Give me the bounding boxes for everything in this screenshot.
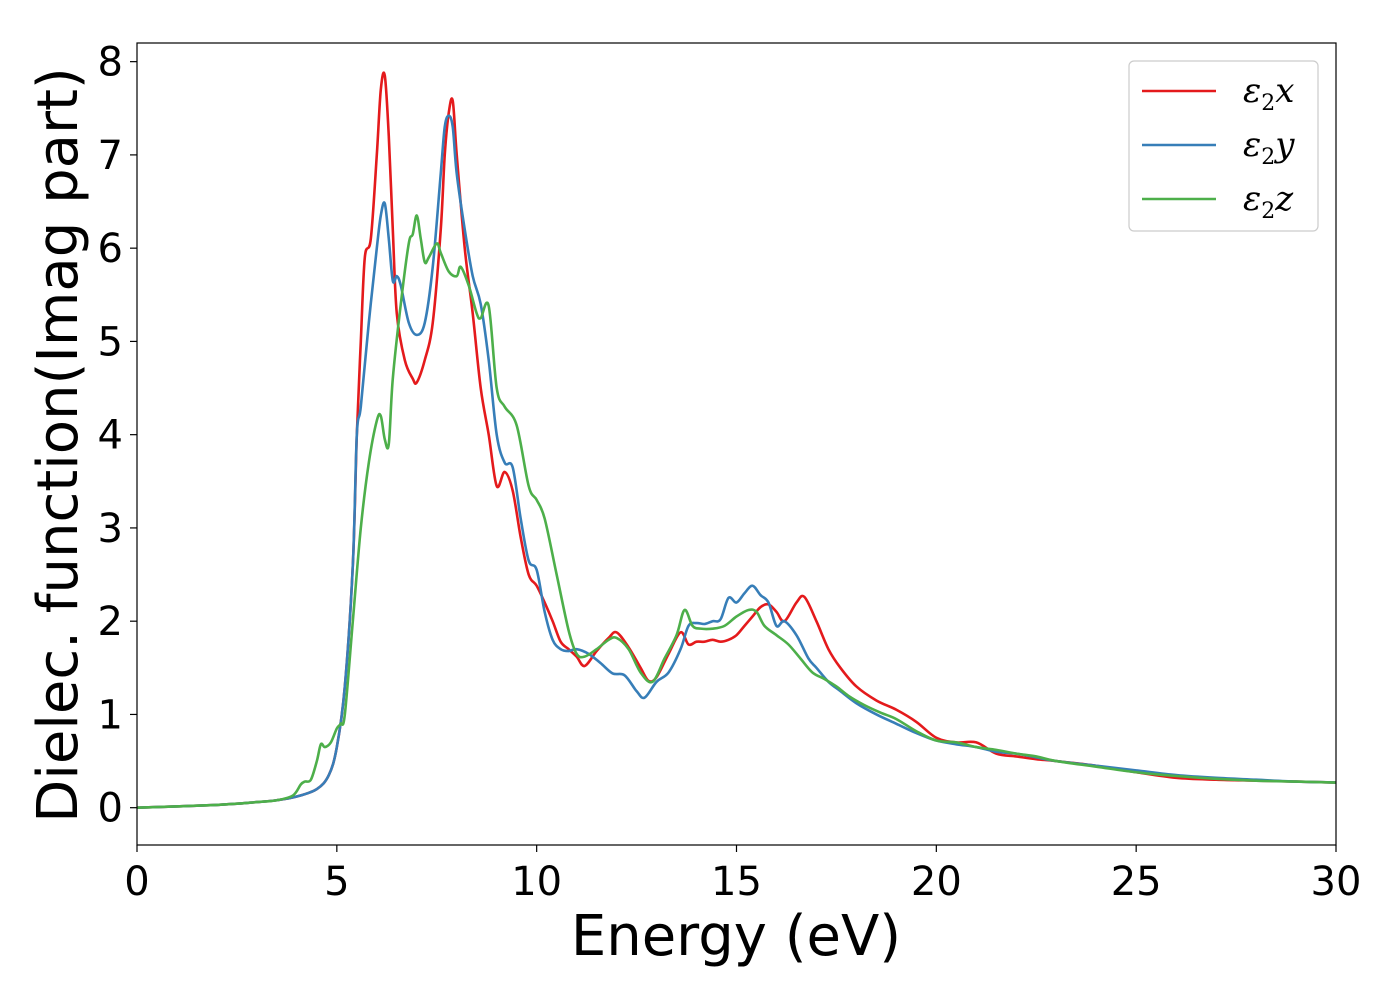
y-tick-label: 1 <box>98 692 123 738</box>
y-tick-label: 0 <box>98 786 123 832</box>
y-tick-label: 5 <box>98 319 123 365</box>
axes-layer: 0 5 10 15 20 25 30 0 1 2 3 4 5 6 7 8 <box>98 40 1362 905</box>
legend: ε2x ε2y ε2z <box>1128 60 1319 232</box>
y-tick-label: 2 <box>98 599 123 645</box>
y-tick-label: 7 <box>98 133 123 179</box>
y-axis-label: Dielec. function(Imag part) <box>26 67 91 823</box>
x-tick-label: 30 <box>1311 859 1362 905</box>
x-tick-label: 15 <box>711 859 762 905</box>
x-tick-label: 5 <box>324 859 349 905</box>
y-tick-label: 8 <box>98 40 123 86</box>
y-tick-label: 3 <box>98 506 123 552</box>
x-tick-label: 25 <box>1111 859 1162 905</box>
x-axis-label: Energy (eV) <box>571 904 901 969</box>
legend-box <box>1128 60 1319 232</box>
x-tick-label: 20 <box>911 859 962 905</box>
legend-label-x: ε2x <box>1243 71 1294 116</box>
series-line-x <box>137 71 1336 809</box>
legend-label-z: ε2z <box>1243 179 1294 224</box>
series-layer <box>137 71 1336 809</box>
y-tick-label: 6 <box>98 226 123 272</box>
x-tick-label: 0 <box>124 859 149 905</box>
series-line-y <box>137 114 1336 809</box>
series-line-z <box>137 214 1336 809</box>
legend-label-y: ε2y <box>1243 125 1295 170</box>
x-tick-label: 10 <box>511 859 562 905</box>
y-tick-label: 4 <box>98 413 123 459</box>
